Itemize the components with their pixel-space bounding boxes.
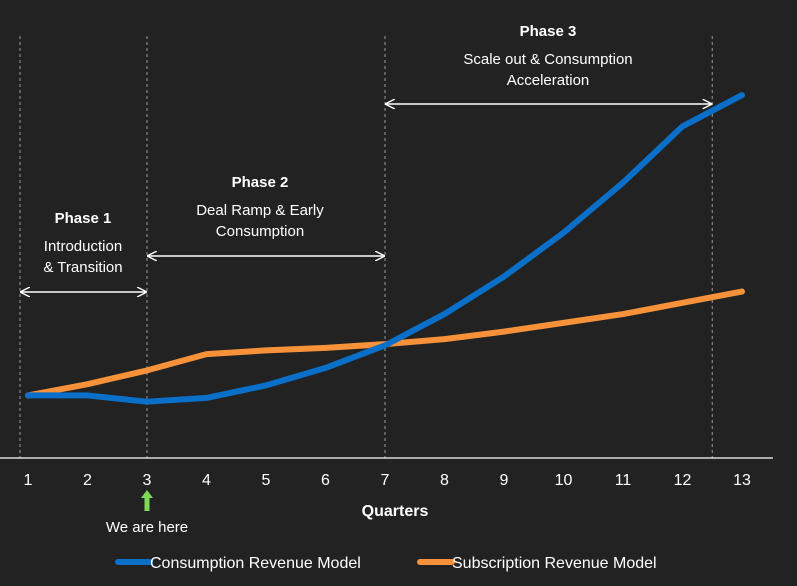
series-line-consumption [25,92,745,405]
phase-dividers [19,36,713,458]
legend: Consumption Revenue Model Subscription Re… [115,555,657,572]
legend-label: Consumption Revenue Model [150,555,361,572]
phase-1-annotation: Phase 1 Introduction & Transition [21,210,146,292]
x-tick-label: 4 [202,472,211,489]
x-tick-label: 13 [733,472,751,489]
x-tick-label: 11 [615,472,632,489]
phase-title: Phase 3 [520,23,577,40]
x-tick-label: 10 [555,472,573,489]
phase-description: & Transition [43,259,122,276]
x-tick-label: 7 [381,472,390,489]
phase-description: Deal Ramp & Early [196,202,324,219]
x-axis-title: Quarters [362,503,429,520]
x-tick-label: 2 [83,472,92,489]
series-lines [25,92,745,405]
legend-item: Consumption Revenue Model [115,555,361,572]
phase-description: Consumption [216,223,304,240]
x-tick-label: 5 [262,472,271,489]
x-tick-label: 6 [321,472,330,489]
legend-item: Subscription Revenue Model [417,555,657,572]
phase-title: Phase 2 [232,174,289,191]
phase-3-annotation: Phase 3 Scale out & Consumption Accelerati… [386,23,711,104]
we-are-here-label: We are here [106,519,188,536]
phase-title: Phase 1 [55,210,112,227]
x-tick-label: 9 [500,472,509,489]
x-tick-label: 12 [674,472,692,489]
x-tick-label: 8 [440,472,449,489]
x-axis-ticks: 1 2 3 4 5 6 7 8 9 10 11 12 13 [24,472,751,489]
phase-description: Introduction [44,238,122,255]
phase-annotations: Phase 1 Introduction & Transition Phase 2 De… [21,23,711,292]
phase-2-annotation: Phase 2 Deal Ramp & Early Consumption [148,174,384,256]
legend-label: Subscription Revenue Model [452,555,657,572]
x-tick-label: 3 [143,472,152,489]
phase-description: Scale out & Consumption [463,51,632,68]
up-arrow-icon [141,490,153,511]
x-tick-label: 1 [24,472,33,489]
phase-description: Acceleration [507,72,590,89]
current-position-marker: We are here [106,490,188,536]
